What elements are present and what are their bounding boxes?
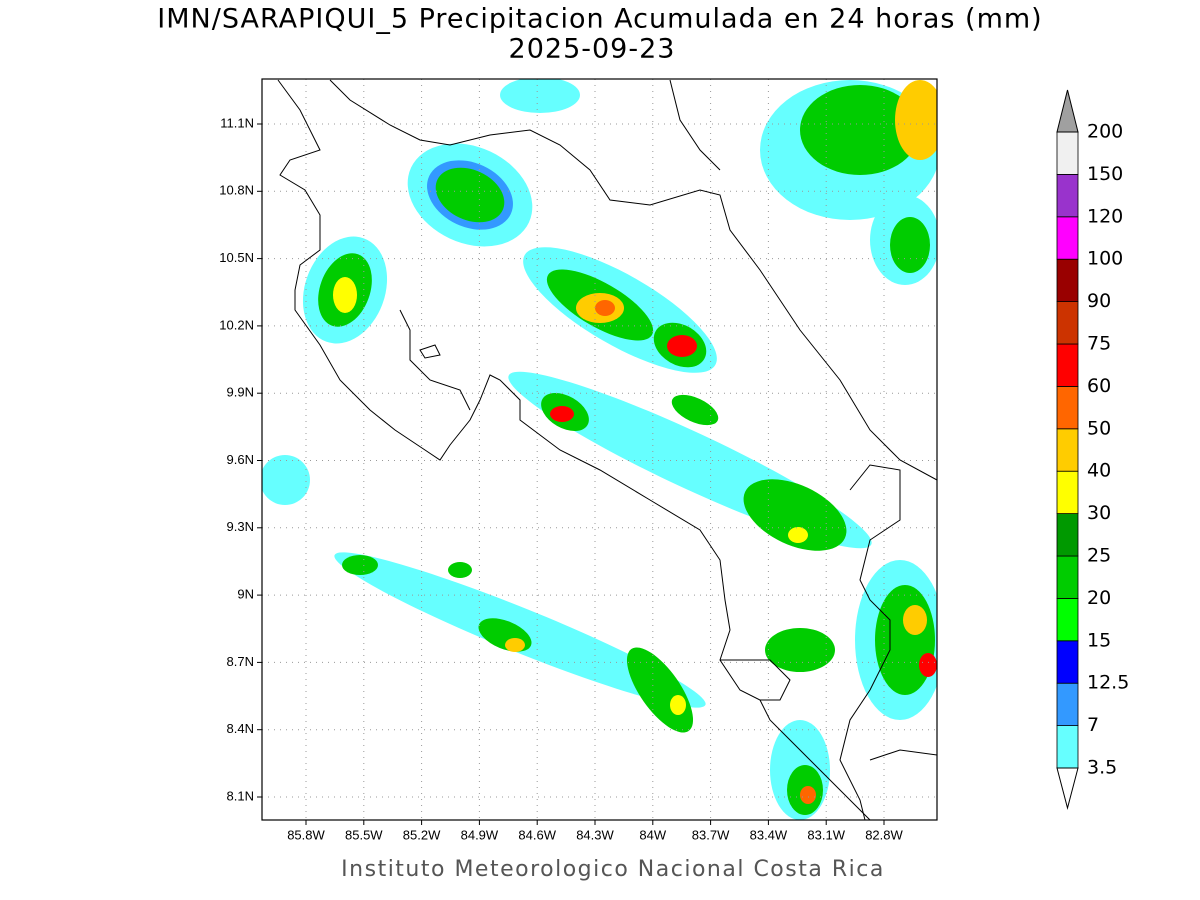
lat-label: 8.4N — [227, 721, 254, 736]
colorbar-label: 12.5 — [1087, 672, 1129, 694]
colorbar-over — [1056, 89, 1079, 133]
colorbar-label: 7 — [1087, 714, 1099, 736]
footer: Instituto Meteorologico Nacional Costa R… — [341, 857, 885, 882]
colorbar-bin — [1056, 555, 1079, 599]
lon-label: 84.6W — [518, 827, 556, 842]
lon-label: 84.9W — [461, 827, 499, 842]
lat-label: 9.9N — [227, 385, 254, 400]
colorbar-label: 60 — [1087, 375, 1111, 397]
colorbar-bin — [1056, 725, 1079, 769]
coastline — [277, 79, 937, 820]
colorbar-bin — [1056, 598, 1079, 642]
map-frame — [261, 78, 938, 821]
lat-label: 9.6N — [227, 452, 254, 467]
colorbar-label: 50 — [1087, 417, 1111, 439]
colorbar-bin — [1056, 470, 1079, 515]
lon-label: 83.4W — [750, 827, 788, 842]
colorbar-bin — [1056, 428, 1079, 472]
colorbar-label: 15 — [1087, 629, 1111, 651]
colorbar-bin — [1056, 513, 1079, 557]
lon-label: 84W — [639, 827, 666, 842]
graticule: 85.8W 85.5W 85.2W 84.9W 84.6W 84.3W 84W 83.7W 83… — [219, 79, 937, 842]
colorbar-bin — [1056, 131, 1079, 175]
colorbar-label: 120 — [1087, 205, 1123, 227]
precipitation-field — [262, 79, 937, 820]
lon-label: 82.8W — [865, 827, 903, 842]
colorbar-bin — [1056, 682, 1079, 727]
map-date: 2025-09-23 — [509, 34, 676, 65]
colorbar-bin — [1056, 216, 1079, 260]
map-title: IMN/SARAPIQUI_5 Precipitacion Acumulada … — [157, 4, 1042, 35]
lat-label: 10.8N — [219, 183, 254, 198]
colorbar-bin — [1056, 258, 1079, 303]
colorbar-label: 90 — [1087, 290, 1111, 312]
lat-label: 8.7N — [227, 654, 254, 669]
colorbar: 3.5 7 12.5 15 20 25 30 40 50 60 75 90 100 120 150 200 — [1056, 89, 1129, 810]
colorbar-label: 25 — [1087, 545, 1111, 567]
colorbar-label: 75 — [1087, 333, 1111, 355]
colorbar-label: 200 — [1087, 121, 1123, 143]
colorbar-under — [1056, 767, 1079, 810]
lat-label: 11.1N — [220, 115, 254, 130]
colorbar-bin — [1056, 301, 1079, 345]
lon-label: 83.1W — [807, 827, 845, 842]
colorbar-bin — [1056, 173, 1079, 218]
colorbar-label: 3.5 — [1087, 757, 1117, 779]
colorbar-label: 150 — [1087, 163, 1123, 185]
lon-label: 85.8W — [287, 827, 325, 842]
lon-label: 83.7W — [692, 827, 730, 842]
lat-label: 8.1N — [227, 788, 254, 803]
lon-label: 85.5W — [345, 827, 383, 842]
colorbar-bin — [1056, 343, 1079, 387]
lat-label: 10.2N — [219, 317, 254, 332]
lat-label: 10.5N — [219, 250, 254, 265]
colorbar-label: 40 — [1087, 460, 1111, 482]
lon-label: 85.2W — [403, 827, 441, 842]
colorbar-bin — [1056, 385, 1079, 430]
lat-label: 9N — [237, 587, 254, 602]
colorbar-label: 30 — [1087, 502, 1111, 524]
colorbar-label: 20 — [1087, 587, 1111, 609]
colorbar-bin — [1056, 640, 1079, 684]
colorbar-label: 100 — [1087, 248, 1123, 270]
lat-label: 9.3N — [227, 519, 254, 534]
lon-label: 84.3W — [576, 827, 614, 842]
